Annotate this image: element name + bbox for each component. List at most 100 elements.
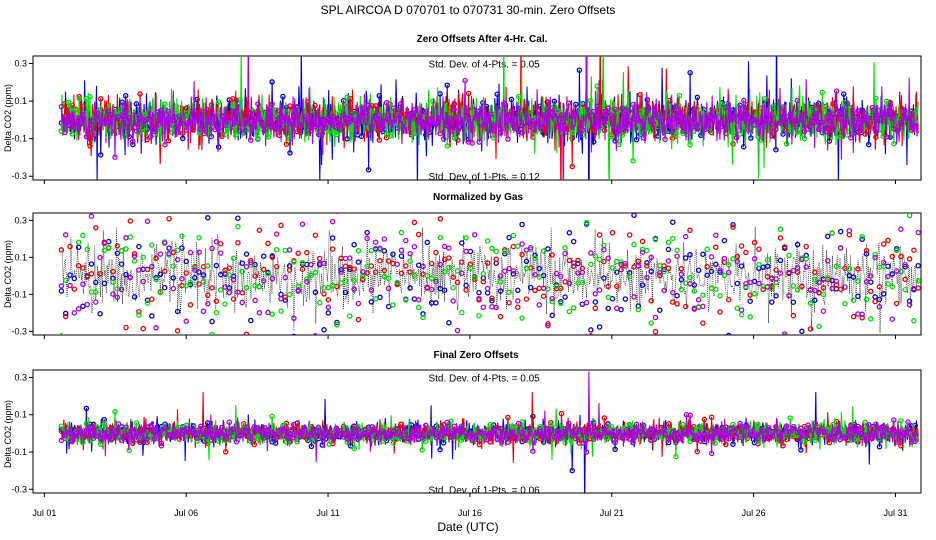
data-point [540, 431, 547, 438]
data-point [351, 433, 358, 440]
data-point [291, 315, 297, 321]
data-point [101, 119, 107, 125]
data-point [712, 440, 718, 446]
data-point [670, 289, 676, 296]
data-point [725, 261, 732, 268]
data-point [394, 425, 400, 432]
data-point [197, 126, 204, 133]
data-point [489, 245, 495, 252]
data-point [69, 102, 75, 108]
data-point [911, 247, 917, 253]
data-point [93, 299, 99, 305]
y-ticks: 0.3 0.1 -0.1 -0.3 [11, 372, 27, 494]
data-point [756, 246, 762, 252]
data-point [290, 114, 297, 120]
data-point [101, 240, 108, 247]
data-point [376, 93, 383, 99]
data-point [454, 279, 461, 286]
data-point [848, 423, 854, 429]
data-point [812, 437, 818, 443]
data-point [851, 427, 858, 434]
data-point [258, 119, 265, 125]
data-point [480, 270, 487, 277]
data-point [149, 242, 155, 248]
data-point [808, 427, 815, 434]
data-point [358, 117, 365, 123]
data-point [880, 118, 886, 124]
data-point [380, 124, 386, 131]
data-point [333, 425, 340, 432]
data-point [826, 439, 833, 446]
data-point [170, 275, 177, 281]
data-point [756, 261, 762, 268]
data-point [751, 278, 758, 285]
data-point [208, 437, 215, 443]
data-point [690, 123, 697, 129]
data-point [698, 424, 704, 430]
data-point [283, 141, 290, 147]
data-point [170, 249, 177, 256]
data-point [130, 141, 136, 148]
data-point [476, 428, 483, 434]
data-point [387, 433, 393, 439]
data-point [852, 345, 856, 349]
data-point [69, 131, 75, 137]
data-point [863, 251, 870, 257]
data-point [868, 273, 874, 279]
data-point [773, 126, 779, 133]
data-point [176, 431, 183, 438]
data-point [786, 269, 792, 276]
data-point [471, 276, 478, 282]
data-point [695, 303, 702, 310]
data-point [166, 245, 172, 251]
data-point [112, 154, 118, 160]
data-point [394, 261, 400, 267]
data-point [794, 241, 801, 248]
data-point [901, 107, 908, 113]
data-point [209, 331, 215, 335]
data-point [180, 135, 186, 142]
data-point [372, 114, 379, 121]
x-tick-label: Jul 11 [316, 508, 339, 518]
data-point [401, 428, 408, 435]
data-point [467, 248, 474, 255]
data-point [183, 282, 189, 289]
data-point [755, 421, 761, 427]
data-point [326, 441, 333, 447]
data-point [287, 431, 293, 438]
data-point [635, 258, 642, 265]
data-point [153, 276, 159, 283]
data-point [708, 285, 715, 292]
data-point [751, 433, 758, 439]
data-point [269, 254, 276, 260]
data-point [906, 301, 913, 308]
y-tick-label: -0.3 [11, 484, 27, 494]
data-point [151, 128, 158, 135]
data-point [239, 290, 245, 296]
data-point [588, 261, 594, 268]
data-point [251, 441, 258, 448]
data-point [630, 439, 636, 446]
data-point [155, 431, 161, 438]
data-point [865, 421, 872, 428]
data-point [192, 267, 198, 273]
data-point [376, 112, 383, 118]
data-point [360, 273, 366, 280]
data-point [136, 267, 142, 273]
data-point [200, 263, 207, 270]
data-point [510, 268, 517, 274]
data-point [280, 118, 286, 125]
data-point [682, 255, 689, 261]
data-point [403, 237, 409, 244]
data-point [273, 263, 280, 270]
data-point [887, 102, 893, 109]
data-point [844, 433, 851, 440]
data-point [219, 113, 225, 119]
data-point [657, 307, 663, 313]
data-point [519, 241, 525, 247]
data-point [144, 218, 151, 225]
data-point [316, 300, 323, 306]
data-point [876, 283, 883, 290]
data-point [338, 267, 344, 273]
data-point [614, 269, 620, 275]
